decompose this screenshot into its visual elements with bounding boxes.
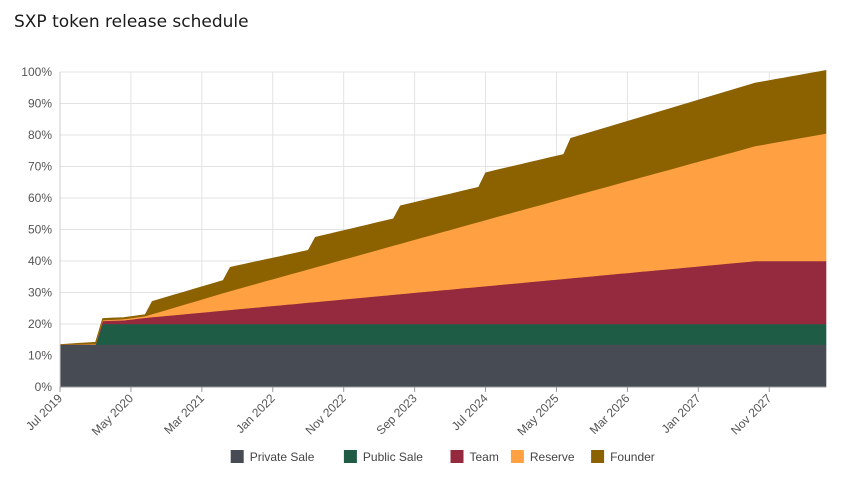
legend-label: Founder	[610, 450, 655, 464]
legend-swatch	[510, 450, 524, 463]
y-tick-label: 60%	[28, 191, 52, 205]
x-tick-label: Sep 2023	[374, 391, 420, 437]
legend-label: Team	[470, 450, 499, 464]
y-tick-label: 20%	[28, 317, 52, 331]
legend-item-reserve[interactable]: Reserve	[510, 450, 575, 464]
x-tick-label: May 2025	[514, 391, 561, 438]
legend-item-private-sale[interactable]: Private Sale	[230, 450, 315, 464]
x-tick-label: Nov 2022	[303, 391, 349, 437]
y-tick-label: 70%	[28, 160, 52, 174]
legend-item-founder[interactable]: Founder	[591, 450, 655, 464]
legend-swatch	[230, 450, 244, 463]
legend-item-public-sale[interactable]: Public Sale	[343, 450, 423, 464]
x-tick-label: Mar 2021	[161, 391, 207, 437]
y-tick-label: 90%	[28, 97, 52, 111]
area-private-sale[interactable]	[59, 344, 827, 388]
x-tick-label: Jul 2024	[449, 391, 491, 433]
y-tick-label: 40%	[28, 254, 52, 268]
y-tick-label: 10%	[28, 349, 52, 363]
y-tick-label: 30%	[28, 286, 52, 300]
legend-swatch	[343, 450, 357, 463]
legend-swatch	[450, 450, 464, 463]
area-layer	[59, 70, 827, 388]
area-founder[interactable]	[59, 70, 827, 345]
x-tick-label: Jul 2019	[23, 391, 65, 433]
x-tick-label: Jan 2027	[659, 391, 704, 436]
x-tick-label: Jan 2022	[233, 391, 278, 436]
x-tick-label: May 2020	[89, 391, 136, 438]
chart-title: SXP token release schedule	[14, 12, 249, 32]
legend-item-team[interactable]: Team	[450, 450, 499, 464]
y-tick-label: 0%	[35, 380, 53, 394]
y-tick-label: 80%	[28, 128, 52, 142]
y-tick-label: 50%	[28, 223, 52, 237]
legend[interactable]: Private Sale Public Sale Team Reserve Founde…	[230, 450, 655, 464]
y-tick-label: 100%	[21, 65, 52, 79]
area-public-sale[interactable]	[60, 323, 827, 345]
legend-label: Public Sale	[363, 450, 423, 464]
legend-label: Reserve	[530, 450, 575, 464]
legend-swatch	[591, 450, 605, 463]
x-tick-label: Nov 2027	[728, 391, 774, 437]
legend-label: Private Sale	[250, 450, 315, 464]
x-tick-label: Mar 2026	[587, 391, 633, 437]
